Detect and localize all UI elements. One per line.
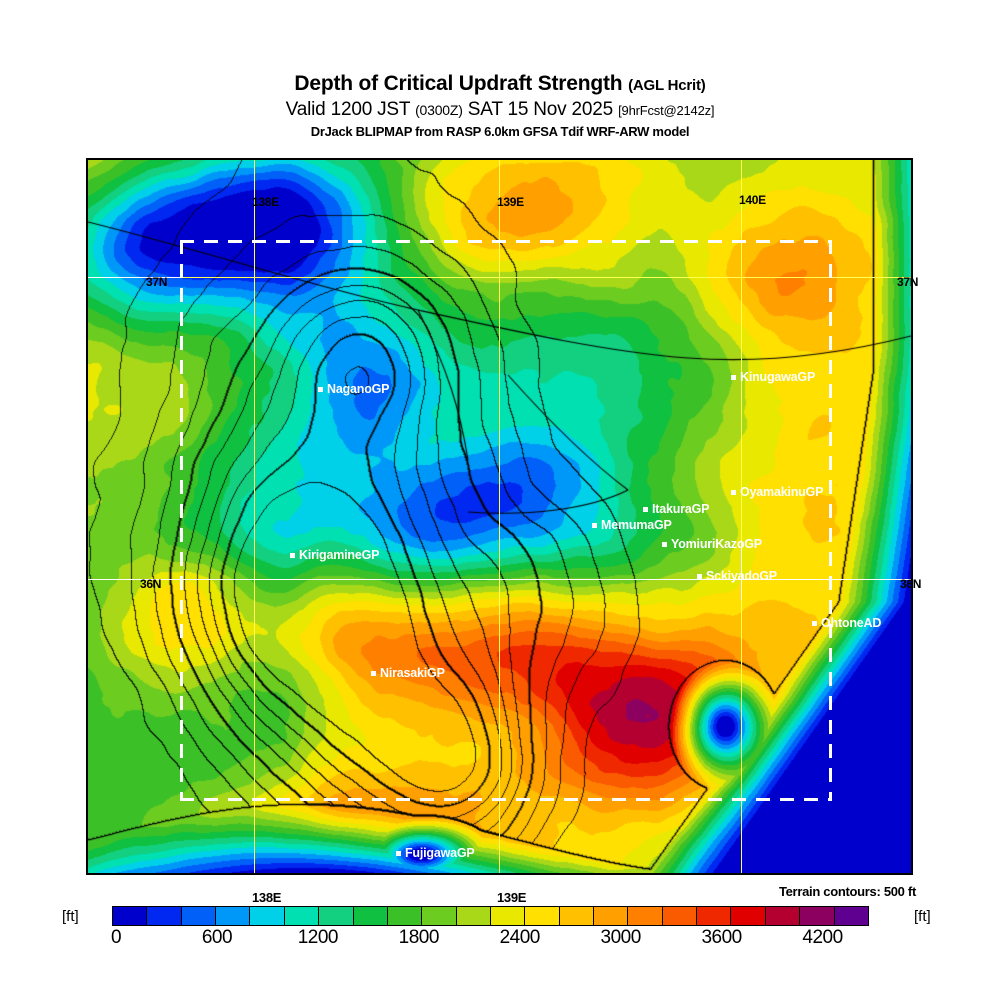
- title-main: Depth of Critical Updraft Strength: [294, 72, 623, 95]
- station-label: NaganoGP: [327, 382, 390, 396]
- station-marker-NirasakiGP[interactable]: NirasakiGP: [371, 667, 445, 679]
- valid-time-line: Valid 1200 JST (0300Z) SAT 15 Nov 2025 […: [0, 98, 1000, 122]
- station-label: FujigawaGP: [405, 846, 475, 860]
- station-label: NirasakiGP: [380, 666, 445, 680]
- station-dot-icon: [318, 386, 323, 392]
- station-label: KirigamineGP: [299, 548, 380, 562]
- valid-time-utc: (0300Z): [415, 102, 463, 118]
- station-label: YomiuriKazoGP: [671, 537, 762, 551]
- title-block: Depth of Critical Updraft Strength (AGL …: [0, 72, 1000, 141]
- colorbar-swatch-15: [628, 907, 663, 925]
- valid-time-local: Valid 1200 JST: [285, 99, 411, 120]
- station-dot-icon: [643, 506, 648, 512]
- colorbar-swatch-4: [250, 907, 285, 925]
- latitude-label-37N-146: 37N: [146, 275, 168, 289]
- station-label: ItakuraGP: [652, 502, 710, 516]
- colorbar-swatch-7: [353, 907, 388, 925]
- colorbar-tick-1800: 1800: [398, 927, 440, 948]
- subdomain-box-top: [180, 240, 832, 243]
- colorbar-swatches[interactable]: [112, 906, 869, 926]
- colorbar-swatch-3: [216, 907, 251, 925]
- colorbar-tick-1200: 1200: [297, 927, 339, 948]
- terrain-contour-note: Terrain contours: 500 ft: [778, 884, 916, 899]
- latitude-label-36N-900: 36N: [900, 577, 922, 591]
- subdomain-box-bottom: [180, 798, 832, 801]
- station-dot-icon: [812, 620, 817, 626]
- colorbar-swatch-10: [456, 907, 491, 925]
- longitude-label-138E-252: 138E: [252, 195, 279, 209]
- colorbar-tick-3000: 3000: [600, 927, 642, 948]
- colorbar-swatch-18: [731, 907, 766, 925]
- station-label: SckiyadoGP: [706, 569, 777, 583]
- colorbar-swatch-19: [765, 907, 801, 925]
- station-marker-OhtoneAD[interactable]: OhtoneAD: [812, 617, 881, 629]
- station-dot-icon: [731, 489, 736, 495]
- colorbar-tick-3600: 3600: [701, 927, 742, 948]
- colorbar-swatch-9: [422, 907, 457, 925]
- colorbar-swatch-6: [319, 907, 354, 925]
- station-label: OyamakinuGP: [740, 485, 824, 499]
- colorbar-tick-2400: 2400: [499, 927, 541, 948]
- station-marker-FujigawaGP[interactable]: FujigawaGP: [396, 847, 475, 859]
- station-dot-icon: [290, 552, 295, 558]
- colorbar-swatch-8: [387, 907, 423, 925]
- colorbar-swatch-0: [113, 907, 148, 925]
- station-dot-icon: [396, 850, 401, 856]
- model-source-line: DrJack BLIPMAP from RASP 6.0km GFSA Tdif…: [310, 124, 690, 139]
- colorbar-swatch-2: [181, 907, 217, 925]
- colorbar-swatch-5: [284, 907, 320, 925]
- colorbar-unit-right: [ft]: [914, 908, 931, 925]
- colorbar-swatch-21: [834, 907, 868, 925]
- station-marker-KirigamineGP[interactable]: KirigamineGP: [290, 549, 379, 561]
- latitude-label-36N-140: 36N: [140, 577, 162, 591]
- colorbar-swatch-16: [662, 907, 698, 925]
- map-panel[interactable]: [86, 158, 913, 875]
- station-marker-KinugawaGP[interactable]: KinugawaGP: [731, 371, 815, 383]
- subdomain-box-right: [829, 240, 832, 800]
- station-marker-NaganoGP[interactable]: NaganoGP: [318, 382, 390, 396]
- longitude-label-139E-497: 139E: [497, 195, 524, 209]
- station-marker-YomiuriKazoGP[interactable]: YomiuriKazoGP: [662, 538, 762, 550]
- colorbar-swatch-14: [594, 907, 629, 925]
- weather-field-canvas: [88, 160, 911, 873]
- colorbar-swatch-17: [697, 907, 732, 925]
- colorbar-tick-0: 0: [110, 927, 122, 948]
- colorbar-unit-left: [ft]: [62, 908, 79, 925]
- station-marker-OyamakinuGP[interactable]: OyamakinuGP: [731, 486, 823, 498]
- colorbar[interactable]: 0 600 1200 1800 2400 3000 3600 4200: [0, 903, 1000, 958]
- colorbar-swatch-13: [559, 907, 595, 925]
- station-label: KinugawaGP: [740, 370, 816, 384]
- forecast-hour: [9hrFcst@2142z]: [618, 103, 715, 118]
- subdomain-box-left: [180, 240, 183, 800]
- longitude-label-140E-739: 140E: [739, 193, 766, 207]
- colorbar-tick-labels: 0 600 1200 1800 2400 3000 3600 4200: [110, 927, 869, 953]
- colorbar-tick-4200: 4200: [802, 927, 843, 948]
- colorbar-swatch-20: [800, 907, 835, 925]
- latitude-label-37N-897: 37N: [897, 275, 919, 289]
- station-marker-MemumaGP[interactable]: MemumaGP: [592, 519, 672, 531]
- colorbar-swatch-1: [147, 907, 182, 925]
- colorbar-swatch-11: [490, 907, 526, 925]
- station-dot-icon: [371, 670, 376, 676]
- valid-date: SAT 15 Nov 2025: [467, 99, 614, 120]
- station-marker-SckiyadoGP[interactable]: SckiyadoGP: [697, 570, 777, 582]
- station-dot-icon: [592, 522, 597, 528]
- station-label: OhtoneAD: [821, 616, 882, 630]
- bottom-longitude-label-138E: 138E: [252, 890, 282, 905]
- colorbar-tick-600: 600: [201, 927, 233, 948]
- station-dot-icon: [731, 374, 736, 380]
- station-dot-icon: [662, 541, 667, 547]
- colorbar-swatch-12: [525, 907, 560, 925]
- station-dot-icon: [697, 573, 702, 579]
- title-suffix: (AGL Hcrit): [628, 77, 706, 94]
- bottom-longitude-label-139E: 139E: [497, 890, 527, 905]
- station-label: MemumaGP: [601, 518, 672, 532]
- page-title: Depth of Critical Updraft Strength (AGL …: [0, 72, 1000, 98]
- station-marker-ItakuraGP[interactable]: ItakuraGP: [643, 503, 709, 515]
